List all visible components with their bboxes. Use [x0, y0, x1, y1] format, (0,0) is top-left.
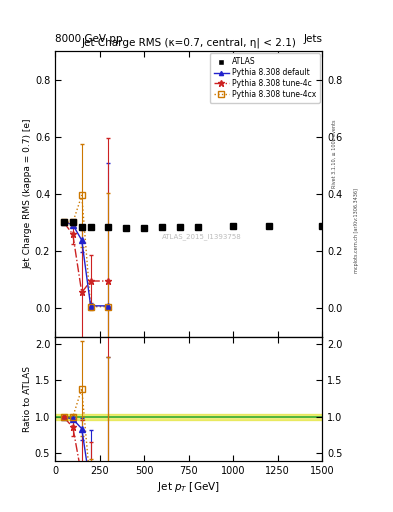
Text: mcplots.cern.ch [arXiv:1306.3436]: mcplots.cern.ch [arXiv:1306.3436] — [354, 188, 359, 273]
Legend: ATLAS, Pythia 8.308 default, Pythia 8.308 tune-4c, Pythia 8.308 tune-4cx: ATLAS, Pythia 8.308 default, Pythia 8.30… — [210, 53, 320, 103]
Text: 8000 GeV pp: 8000 GeV pp — [55, 33, 123, 44]
Pythia 8.308 tune-4cx — [79, 193, 84, 199]
Y-axis label: Jet Charge RMS (kappa = 0.7) [e]: Jet Charge RMS (kappa = 0.7) [e] — [23, 119, 32, 269]
Pythia 8.308 tune-4cx — [62, 219, 66, 225]
X-axis label: Jet $p_T$ [GeV]: Jet $p_T$ [GeV] — [157, 480, 220, 494]
Line: Pythia 8.308 tune-4cx: Pythia 8.308 tune-4cx — [64, 196, 108, 307]
Line: Pythia 8.308 tune-4c: Pythia 8.308 tune-4c — [64, 223, 108, 292]
Bar — [55, 414, 322, 420]
Text: Rivet 3.1.10, ≥ 100k events: Rivet 3.1.10, ≥ 100k events — [332, 119, 337, 188]
Y-axis label: Ratio to ATLAS: Ratio to ATLAS — [23, 366, 32, 432]
Title: Jet Charge RMS (κ=0.7, central, η| < 2.1): Jet Charge RMS (κ=0.7, central, η| < 2.1… — [81, 38, 296, 48]
Text: Jets: Jets — [303, 33, 322, 44]
Pythia 8.308 tune-4c — [62, 220, 66, 226]
Pythia 8.308 tune-4c — [88, 278, 93, 284]
Pythia 8.308 tune-4cx — [70, 220, 75, 226]
Text: ATLAS_2015_I1393758: ATLAS_2015_I1393758 — [162, 233, 242, 240]
Pythia 8.308 tune-4c — [106, 278, 111, 284]
Pythia 8.308 tune-4c — [70, 231, 75, 238]
Pythia 8.308 tune-4cx — [88, 304, 93, 310]
Pythia 8.308 tune-4cx — [106, 304, 111, 310]
Pythia 8.308 tune-4c — [79, 289, 84, 295]
